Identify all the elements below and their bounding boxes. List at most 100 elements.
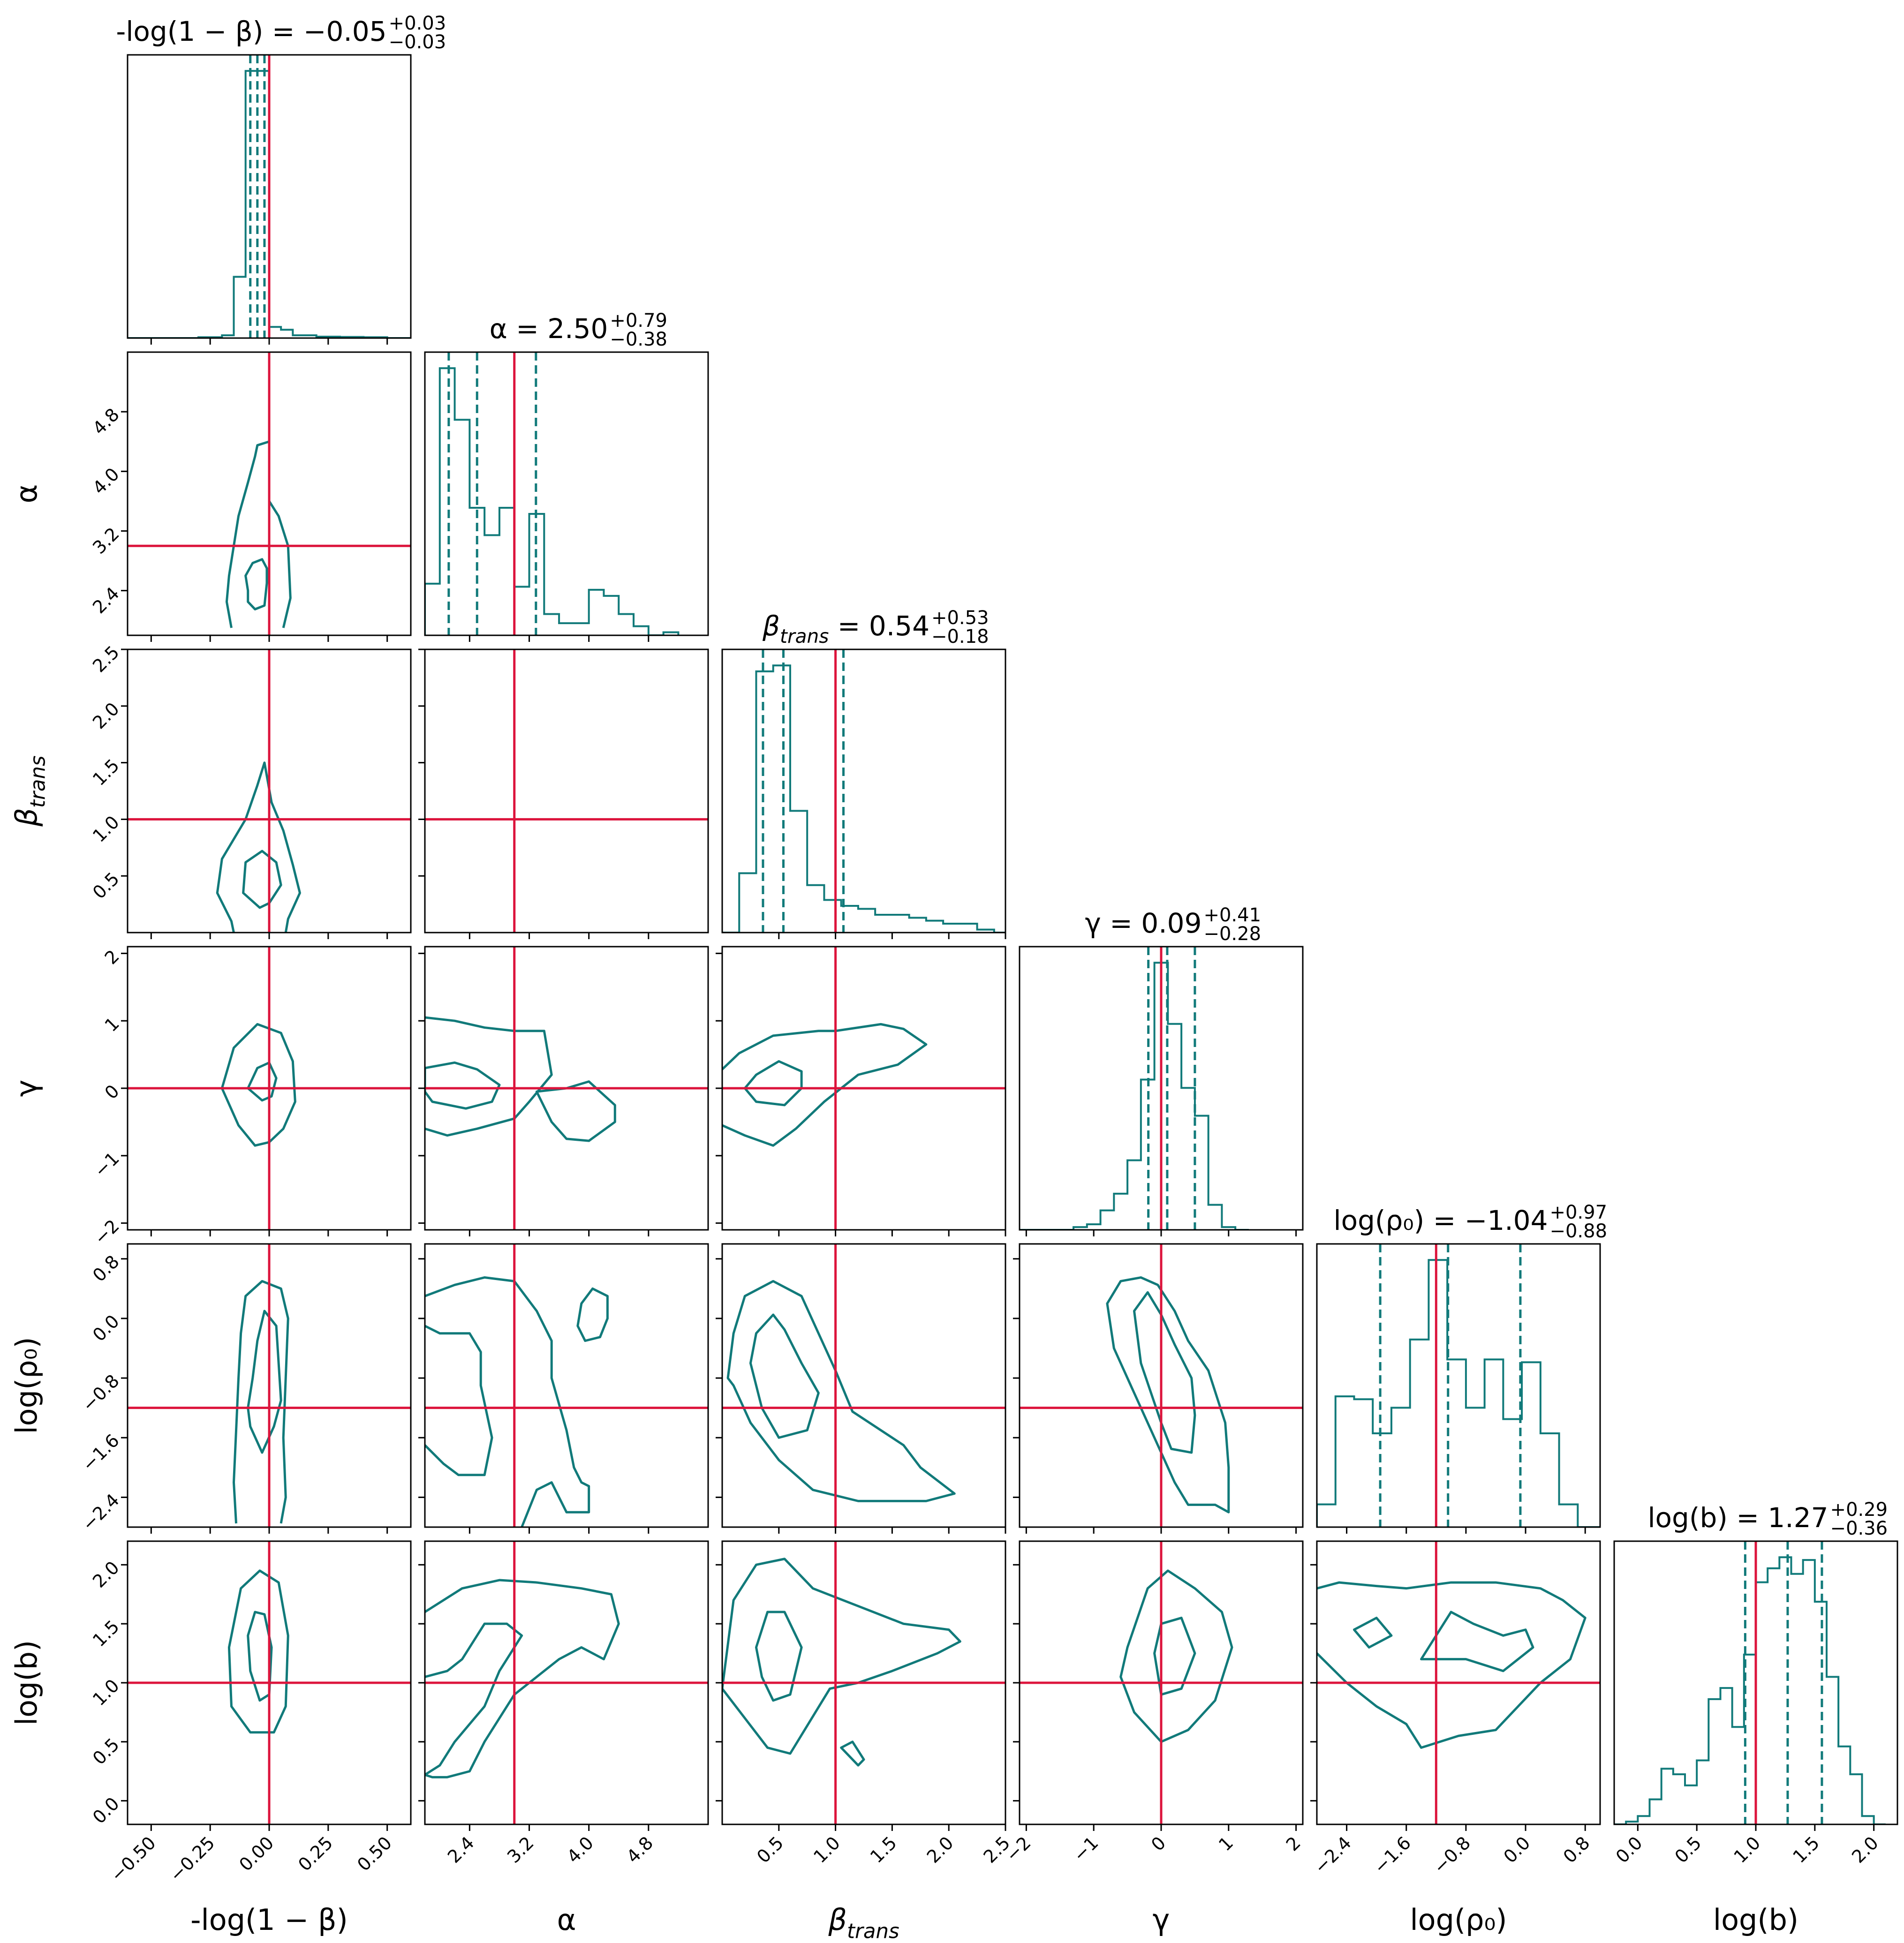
panel-plot-area — [425, 1244, 708, 1527]
y-tick-label-rho0-1: −1.6 — [78, 1430, 123, 1475]
panel-frame — [424, 1540, 709, 1825]
contour-alpha-rho0-0 — [576, 1287, 609, 1342]
x-axis-label-btrans: βtrans — [828, 1903, 899, 1943]
panel-plot-area — [128, 649, 411, 933]
histogram-alpha — [425, 367, 680, 635]
contour-panel-beta-alpha: 2.4 3.2 4.0 4.8 — [89, 351, 412, 642]
x-tick-label-b-1: 0.5 — [1671, 1832, 1706, 1867]
contour-alpha-b-0 — [425, 1622, 523, 1776]
panel-frame — [127, 1243, 412, 1528]
panel-plot-area — [1020, 947, 1249, 1230]
y-tick-label-btrans-0: 0.5 — [89, 868, 123, 903]
x-tick-label-rho0-3: 0.0 — [1500, 1832, 1534, 1867]
panel-frame — [1019, 1243, 1304, 1528]
panel-frame — [1316, 1540, 1601, 1825]
x-tick-label-alpha-0: 2.4 — [444, 1832, 478, 1867]
panel-frame — [424, 946, 709, 1231]
contour-beta-rho0-1 — [233, 1280, 289, 1524]
panel-title-rho0: log(ρ₀) = −1.04 — [1334, 1205, 1548, 1236]
panel-frame — [1613, 1540, 1898, 1825]
y-tick-label-alpha-1: 3.2 — [89, 523, 123, 558]
x-tick-label-rho0-2: −0.8 — [1429, 1832, 1474, 1877]
y-tick-label-alpha-3: 4.8 — [89, 404, 123, 439]
panel-plot-area — [425, 1541, 708, 1824]
x-tick-label-b-3: 1.5 — [1789, 1832, 1823, 1867]
panel-frame — [1019, 946, 1304, 1231]
contour-panel-gamma-b: −2 −1 0 1 2 — [1002, 1540, 1305, 1866]
contour-rho0-b-0 — [1352, 1617, 1393, 1649]
contour-panel-rho0-b: −2.4 −1.6 −0.8 0.0 0.8 — [1310, 1540, 1601, 1878]
contour-alpha-gamma-2 — [425, 1016, 553, 1137]
histogram-panel-btrans: βtrans = 0.54 +0.53−0.18 — [721, 607, 1006, 939]
x-tick-label-rho0-1: −1.6 — [1370, 1832, 1415, 1877]
contour-gamma-rho0-1 — [1106, 1276, 1230, 1514]
y-tick-label-b-3: 1.5 — [89, 1616, 123, 1651]
y-tick-label-btrans-2: 1.5 — [89, 755, 123, 790]
y-tick-label-gamma-3: 1 — [101, 1013, 123, 1036]
x-axis-label-b: log(b) — [1713, 1903, 1798, 1937]
x-tick-label-gamma-3: 1 — [1215, 1832, 1237, 1855]
x-tick-label-gamma-0: −2 — [1002, 1832, 1035, 1866]
contour-rho0-b-2 — [1317, 1581, 1587, 1749]
title-upper-beta: +0.03 — [389, 13, 446, 34]
panel-plot-area — [128, 1541, 411, 1824]
contour-beta-b-0 — [247, 1611, 273, 1702]
title-upper-rho0: +0.97 — [1549, 1202, 1607, 1223]
y-axis-label-btrans: βtrans — [9, 755, 50, 827]
contour-panel-alpha-gamma — [418, 946, 709, 1236]
panel-title-gamma: γ = 0.09 — [1085, 907, 1202, 939]
histogram-panel-alpha: α = 2.50 +0.79−0.38 — [424, 310, 709, 642]
contour-panel-btrans-gamma — [716, 946, 1006, 1236]
contour-panel-gamma-rho0 — [1013, 1243, 1304, 1534]
contour-btrans-gamma-0 — [743, 1060, 803, 1107]
contour-alpha-b-1 — [425, 1579, 620, 1778]
y-tick-label-rho0-0: −2.4 — [78, 1490, 123, 1535]
panel-plot-area — [722, 947, 1005, 1230]
contour-beta-btrans-0 — [242, 850, 282, 909]
panel-plot-area — [128, 1244, 411, 1527]
histogram-panel-rho0: log(ρ₀) = −1.04 +0.97−0.88 — [1316, 1202, 1607, 1534]
panel-plot-area — [425, 352, 680, 635]
y-tick-label-btrans-4: 2.5 — [89, 642, 123, 677]
x-tick-label-b-4: 2.0 — [1848, 1832, 1882, 1867]
contour-btrans-rho0-1 — [726, 1280, 956, 1502]
title-lower-gamma: −0.28 — [1203, 923, 1261, 945]
x-tick-label-alpha-3: 4.8 — [622, 1832, 657, 1867]
y-axis-label-gamma: γ — [9, 1080, 44, 1097]
x-axis-label-alpha: α — [557, 1903, 576, 1937]
panel-frame — [721, 648, 1006, 934]
contour-beta-alpha-1 — [225, 440, 292, 628]
y-tick-label-b-0: 0.0 — [89, 1793, 123, 1828]
histogram-btrans — [722, 664, 1005, 933]
panel-plot-area — [1020, 1244, 1303, 1527]
y-axis-label-alpha: α — [9, 484, 44, 504]
y-tick-label-b-4: 2.0 — [89, 1557, 123, 1592]
contour-panel-alpha-rho0 — [418, 1243, 709, 1534]
panel-frame — [127, 1540, 412, 1825]
contour-alpha-gamma-1 — [535, 1080, 616, 1142]
panel-title-beta: -log(1 − β) = −0.05 — [116, 15, 386, 47]
contour-btrans-gamma-1 — [722, 1023, 928, 1147]
x-tick-label-b-0: 0.0 — [1612, 1832, 1647, 1867]
panel-frame — [721, 946, 1006, 1231]
panel-frame — [424, 1243, 709, 1528]
panel-plot-area — [1020, 1541, 1303, 1824]
histogram-gamma — [1020, 962, 1249, 1230]
contour-alpha-rho0-2 — [425, 1276, 590, 1527]
contour-btrans-b-0 — [755, 1611, 803, 1702]
contour-beta-gamma-0 — [247, 1061, 278, 1102]
contour-gamma-b-1 — [1119, 1569, 1233, 1743]
x-tick-label-beta-1: −0.25 — [166, 1832, 219, 1885]
panel-title-b: log(b) = 1.27 — [1647, 1502, 1828, 1534]
contour-panel-btrans-rho0 — [716, 1243, 1006, 1534]
contour-btrans-rho0-0 — [749, 1313, 820, 1439]
x-tick-label-btrans-2: 1.5 — [866, 1832, 901, 1867]
title-upper-gamma: +0.41 — [1203, 904, 1261, 926]
panel-plot-area — [425, 649, 708, 933]
x-tick-label-beta-0: −0.50 — [106, 1832, 159, 1885]
y-tick-label-gamma-1: −1 — [90, 1148, 123, 1182]
x-tick-label-beta-3: 0.25 — [294, 1832, 337, 1875]
contour-beta-btrans-1 — [216, 761, 301, 933]
panel-frame — [1019, 1540, 1304, 1825]
contour-beta-b-1 — [227, 1569, 289, 1734]
